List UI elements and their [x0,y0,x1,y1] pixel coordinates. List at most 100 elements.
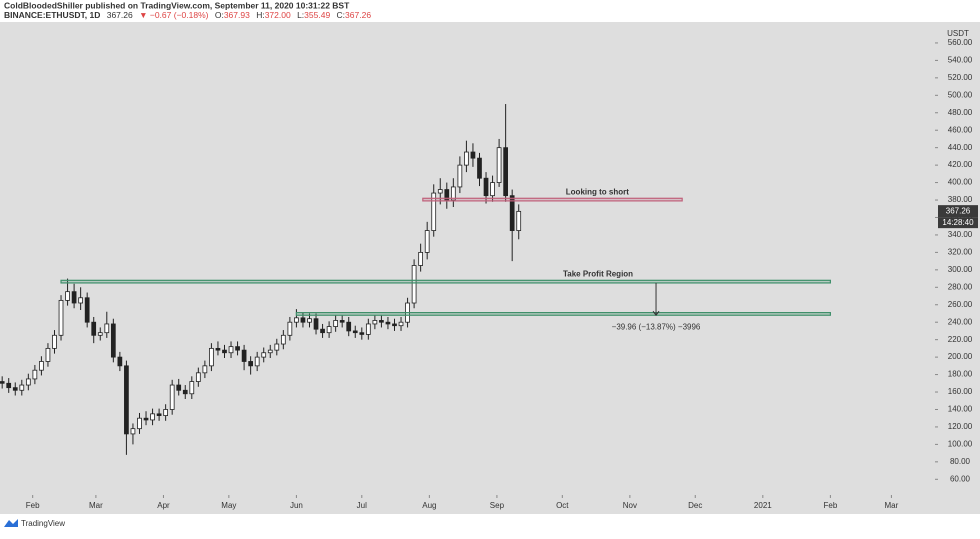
x-tick-label: Oct [556,501,569,510]
zone-label: Looking to short [566,187,629,196]
candle-body [110,323,116,358]
candle-body [307,318,312,323]
h: 372.00 [265,10,291,20]
candle-body [516,210,522,231]
candle-body [137,417,142,430]
candle-body [6,382,12,389]
candle-body [411,265,417,304]
candle-body [509,195,515,231]
candle-body [359,332,365,335]
candle-body [248,361,254,367]
last: 367.26 [107,10,133,20]
logo-icon [4,519,18,527]
candle-body [339,320,345,323]
zone [60,279,831,284]
candle-body [398,321,404,327]
candle-body [235,346,240,351]
x-tick-label: Feb [26,501,40,510]
candle-body [156,413,162,416]
candle-body [32,369,38,380]
y-tick-label: 480.00 [948,108,973,117]
countdown-tag [938,217,978,229]
candle-body [143,417,149,421]
l-label: L: [297,10,304,20]
candle-body [209,347,214,367]
symbol-line: BINANCE:ETHUSDT, 1D 367.26 ▼ −0.67 (−0.1… [4,10,371,20]
y-tick-label: 400.00 [948,178,973,187]
candle-body [19,384,25,391]
candle-body [215,347,221,351]
zone [422,197,683,202]
y-tick-label: 160.00 [948,387,973,396]
candle-body [25,378,31,386]
candle-body [0,381,5,384]
candle-body [477,157,482,179]
candle-body [261,352,267,358]
candle-body [241,349,247,362]
y-unit: USDT [947,29,969,38]
candle-body [78,297,84,304]
candle-body [424,230,430,253]
x-tick-label: Mar [885,501,899,510]
candle-body [444,189,450,201]
candle-body [195,372,201,382]
x-tick-label: Feb [823,501,837,510]
candle-body [91,321,97,336]
candle-body [254,356,260,367]
candle-body [470,151,476,159]
x-tick-label: May [221,501,236,510]
candle-body [333,320,339,327]
candle-body [228,346,234,354]
o-label: O: [215,10,224,20]
c-label: C: [337,10,346,20]
y-tick-label: 140.00 [948,405,973,414]
y-tick-label: 280.00 [948,282,973,291]
y-tick-label: 120.00 [948,422,973,431]
l: 355.49 [304,10,330,20]
change: ▼ −0.67 (−0.18%) [139,10,209,20]
candle-body [65,291,70,301]
candle-body [503,147,509,197]
candle-body [169,384,175,410]
o: 367.93 [224,10,250,20]
candle-body [124,365,129,435]
y-tick-label: 60.00 [950,474,971,483]
y-tick-label: 220.00 [948,335,973,344]
candle-body [267,349,273,354]
y-tick-label: 420.00 [948,160,973,169]
candle-body [182,389,188,395]
candle-body [418,251,424,266]
candle-body [326,326,332,334]
zone [295,312,831,316]
x-tick-label: Apr [157,501,170,510]
c: 367.26 [345,10,371,20]
candle-body [294,317,299,323]
candle-body [117,356,123,367]
y-tick-label: 200.00 [948,352,973,361]
candle-body [58,299,64,336]
y-tick-label: 500.00 [948,90,973,99]
candle-body [222,349,227,354]
x-tick-label: Aug [422,501,436,510]
candle-body [313,318,319,330]
candle-body [379,320,384,323]
candle-body [457,164,463,188]
candle-body [464,151,469,166]
candle-body [437,189,443,194]
y-tick-label: 260.00 [948,300,973,309]
candle-body [130,428,136,435]
y-tick-label: 240.00 [948,317,973,326]
candle-body [300,317,306,323]
x-tick-label: Jun [290,501,303,510]
brand: TradingView [21,519,65,528]
y-tick-label: 300.00 [948,265,973,274]
price-tag-label: 367.26 [946,206,971,215]
price-tag [938,205,978,218]
candle-body [280,334,286,345]
arrow-head [652,310,660,317]
y-tick-label: 520.00 [948,73,973,82]
y-tick-label: 80.00 [950,457,971,466]
candle-body [385,321,391,325]
